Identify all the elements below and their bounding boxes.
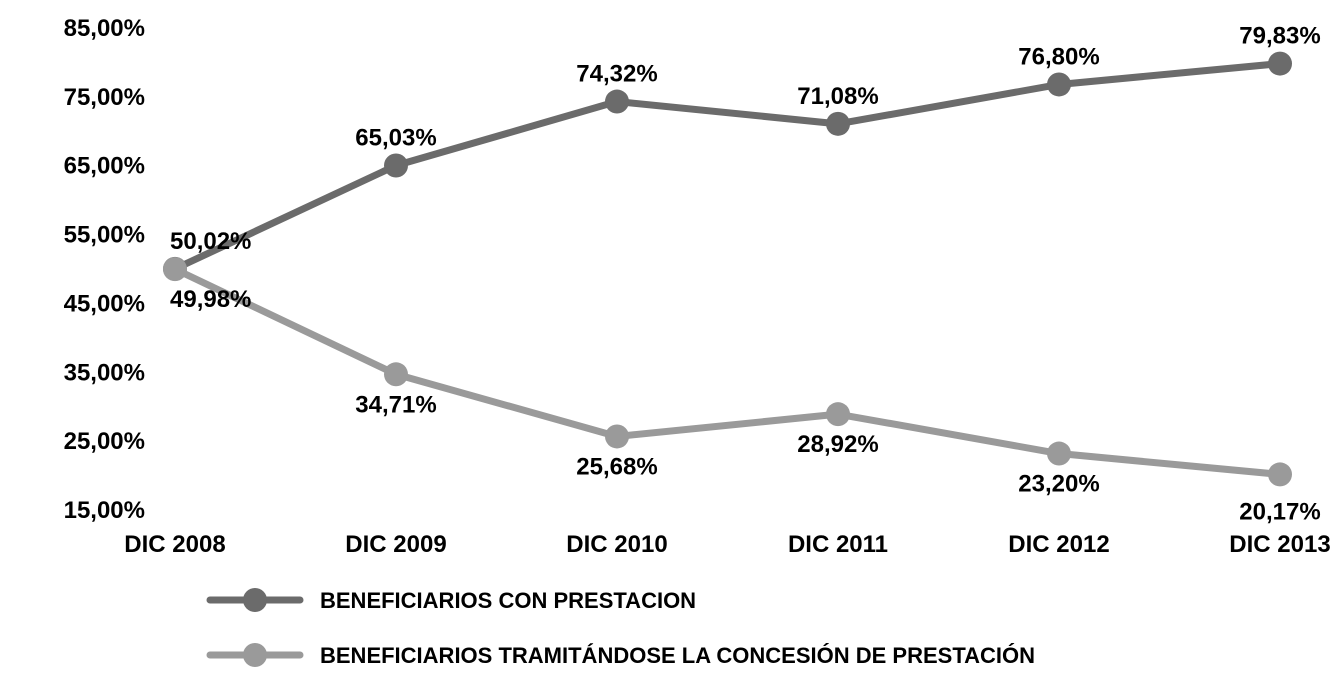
data-label: 50,02% (170, 228, 251, 255)
data-label: 65,03% (355, 125, 436, 152)
series-marker (826, 112, 850, 136)
x-tick-label: DIC 2009 (345, 531, 446, 558)
line-chart: 15,00% 25,00% 35,00% 45,00% 55,00% 65,00% 75,0… (0, 0, 1341, 691)
data-label: 25,68% (576, 453, 657, 480)
legend-marker (243, 588, 267, 612)
y-tick-label: 65,00% (64, 153, 145, 180)
legend-label: BENEFICIARIOS TRAMITÁNDOSE LA CONCESIÓN … (320, 643, 1035, 668)
series-marker (605, 90, 629, 114)
y-tick-label: 55,00% (64, 222, 145, 249)
y-tick-label: 85,00% (64, 15, 145, 42)
series-marker (1268, 462, 1292, 486)
data-label: 28,92% (797, 431, 878, 458)
series-marker (1268, 52, 1292, 76)
data-label: 23,20% (1018, 471, 1099, 498)
x-tick-label: DIC 2013 (1229, 531, 1330, 558)
data-label: 49,98% (170, 286, 251, 313)
data-label: 74,32% (576, 61, 657, 88)
y-tick-label: 75,00% (64, 84, 145, 111)
legend-label: BENEFICIARIOS CON PRESTACION (320, 588, 696, 613)
data-label: 34,71% (355, 391, 436, 418)
y-tick-label: 45,00% (64, 290, 145, 317)
data-label: 79,83% (1239, 23, 1320, 50)
y-tick-label: 15,00% (64, 497, 145, 524)
data-label: 20,17% (1239, 498, 1320, 525)
y-tick-label: 35,00% (64, 359, 145, 386)
data-label: 71,08% (797, 83, 878, 110)
series-marker (1047, 72, 1071, 96)
y-tick-label: 25,00% (64, 428, 145, 455)
x-tick-label: DIC 2012 (1008, 531, 1109, 558)
x-tick-label: DIC 2010 (566, 531, 667, 558)
data-label: 76,80% (1018, 43, 1099, 70)
series-marker (826, 402, 850, 426)
x-tick-label: DIC 2008 (124, 531, 225, 558)
legend-marker (243, 643, 267, 667)
series-marker (384, 154, 408, 178)
series-marker (163, 257, 187, 281)
series-marker (384, 362, 408, 386)
chart-svg: 15,00% 25,00% 35,00% 45,00% 55,00% 65,00% 75,0… (0, 0, 1341, 691)
series-marker (605, 424, 629, 448)
series-marker (1047, 442, 1071, 466)
x-tick-label: DIC 2011 (788, 531, 888, 558)
